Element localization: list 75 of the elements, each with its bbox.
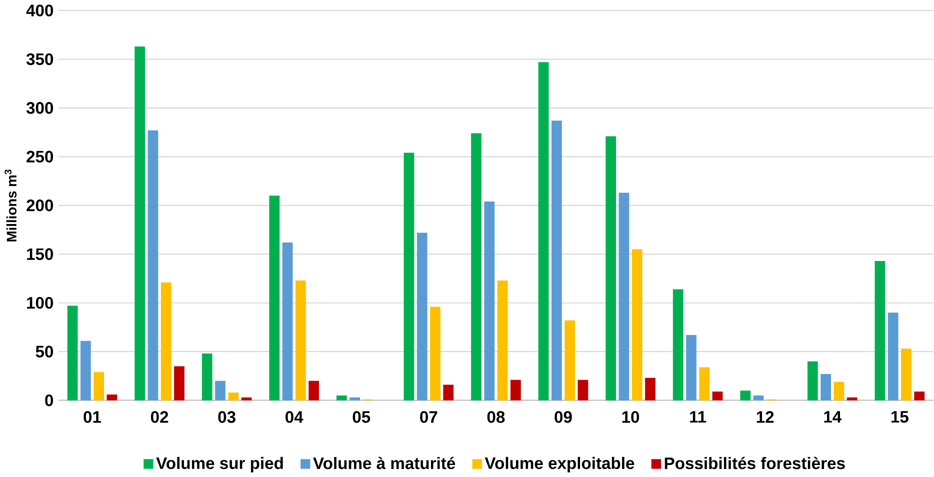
x-tick-label: 08	[487, 411, 505, 424]
bar	[336, 396, 347, 401]
bar	[134, 46, 146, 401]
x-tick-label: 01	[84, 411, 102, 424]
y-tick-label: 350	[26, 54, 54, 66]
bar	[632, 249, 642, 401]
bar	[497, 280, 508, 401]
x-tick-label: 03	[218, 411, 236, 424]
y-tick-label: 150	[27, 248, 54, 260]
bar	[416, 232, 428, 401]
x-tick-label: 07	[420, 411, 438, 424]
x-tick-label: 09	[554, 411, 572, 424]
x-tick-label: 15	[891, 411, 908, 423]
bar	[578, 380, 588, 401]
bar	[174, 366, 184, 401]
bar	[712, 392, 723, 401]
bar	[94, 372, 104, 401]
x-tick-label: 12	[756, 411, 774, 423]
bar	[645, 378, 656, 401]
y-tick-label: 100	[27, 297, 54, 309]
bar	[471, 133, 482, 401]
y-tick-label: 0	[45, 394, 54, 406]
legend-label: Volume sur pied	[156, 457, 283, 473]
bar	[807, 362, 818, 401]
legend-label: Possibilités forestières	[664, 457, 845, 470]
bar	[430, 306, 440, 401]
bar	[106, 394, 118, 401]
bar	[443, 384, 454, 401]
bar	[846, 398, 858, 401]
bar	[564, 320, 576, 401]
bar	[538, 62, 549, 401]
bar	[350, 398, 360, 401]
bar	[308, 381, 319, 401]
bar	[699, 367, 710, 401]
bar	[202, 354, 212, 401]
bar	[282, 242, 293, 401]
bar	[215, 381, 226, 401]
x-tick-label: 10	[622, 411, 640, 424]
bar	[510, 380, 521, 401]
y-tick-label: 50	[36, 346, 54, 358]
bar	[606, 136, 616, 401]
x-tick-label: 02	[150, 411, 168, 424]
bar	[901, 348, 912, 401]
bar	[148, 130, 158, 401]
bar	[67, 306, 78, 401]
bar	[834, 382, 844, 401]
y-tick-label: 250	[26, 150, 54, 163]
y-axis-title: Millions m$^{3}$	[4, 170, 17, 242]
bar	[753, 396, 764, 401]
bar	[241, 398, 252, 401]
x-tick-label: 04	[286, 411, 304, 424]
bar	[740, 390, 751, 401]
x-tick-label: 14	[824, 411, 842, 423]
x-tick-label: 11	[690, 411, 706, 423]
bar	[686, 335, 696, 401]
bar	[874, 261, 886, 401]
x-tick-label: 05	[352, 411, 370, 424]
bar	[484, 202, 495, 401]
bar	[160, 282, 172, 401]
y-tick-label: 200	[26, 200, 54, 212]
y-tick-label: 300	[26, 102, 54, 114]
bar	[618, 192, 630, 401]
bar	[551, 120, 562, 401]
y-tick-label: 400	[26, 4, 54, 17]
bar	[672, 289, 684, 401]
bar	[269, 196, 280, 401]
bar	[228, 392, 239, 401]
legend-label: Volume à maturité	[313, 457, 456, 470]
bar	[820, 374, 831, 401]
bar	[888, 312, 898, 401]
bar	[404, 152, 414, 401]
legend-label: Volume exploitable	[484, 457, 634, 473]
bar	[295, 280, 306, 401]
bar	[914, 392, 925, 401]
bar	[80, 341, 91, 401]
